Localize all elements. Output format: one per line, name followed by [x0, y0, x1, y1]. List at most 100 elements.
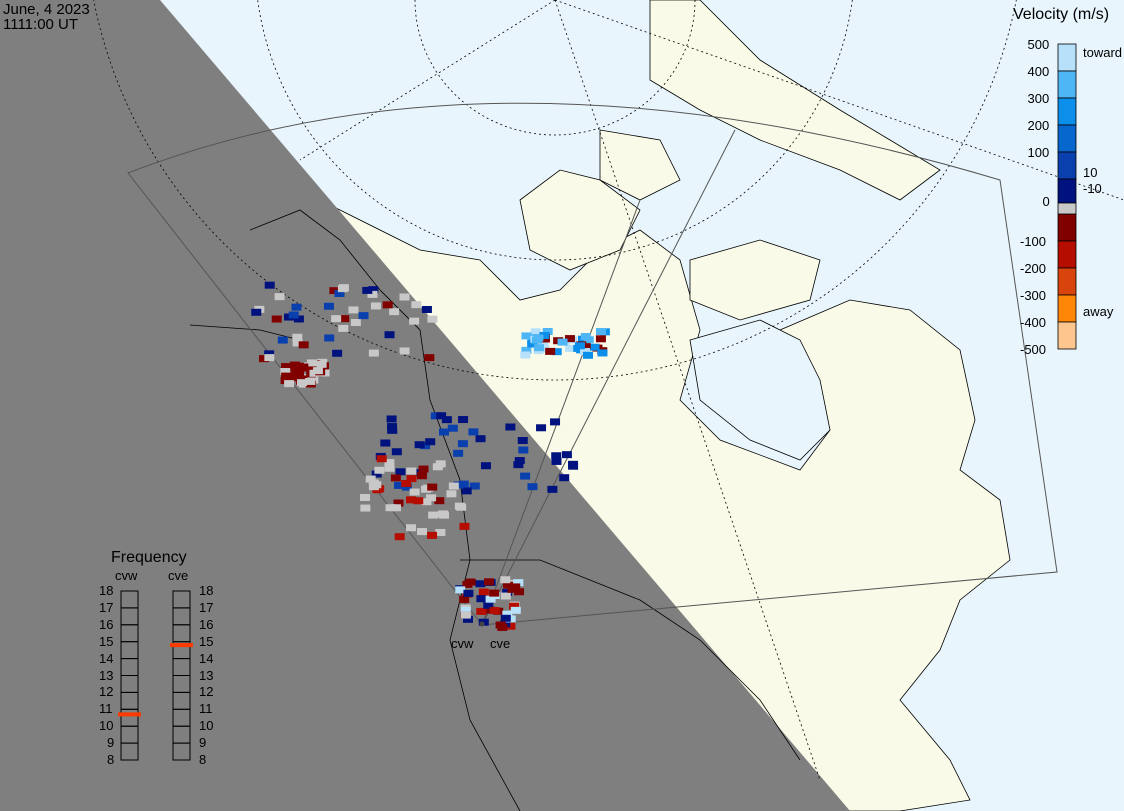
colorbar-segment	[1057, 267, 1077, 296]
velocity-cell	[368, 286, 379, 294]
velocity-cell	[595, 335, 606, 343]
colorbar-segment	[1057, 70, 1077, 99]
velocity-cell	[461, 487, 472, 495]
velocity-cell	[551, 457, 562, 465]
velocity-tick: 400	[1027, 64, 1050, 79]
velocity-cell	[251, 308, 262, 316]
velocity-cell	[463, 615, 474, 623]
velocity-cell	[502, 588, 513, 596]
radar-name-cvw: cvw	[115, 568, 138, 583]
frequency-bars	[118, 590, 193, 761]
velocity-cell	[439, 428, 450, 436]
radar-name-cve: cve	[168, 568, 189, 583]
velocity-cell	[360, 493, 371, 501]
velocity-cell	[460, 611, 471, 619]
velocity-cell	[418, 465, 429, 473]
frequency-tick: 8	[199, 752, 207, 767]
frequency-cell	[120, 742, 139, 761]
velocity-cell	[458, 480, 469, 488]
velocity-cell	[393, 499, 404, 507]
colorbar-segment	[1057, 97, 1077, 126]
velocity-cell	[595, 328, 606, 336]
frequency-marker-cvw	[118, 712, 141, 717]
velocity-cell	[475, 580, 486, 588]
velocity-cell	[500, 592, 511, 600]
velocity-cell	[520, 351, 531, 359]
frequency-tick: 11	[199, 701, 213, 717]
velocity-cell	[455, 586, 466, 594]
gs-upper-label: 10	[1083, 165, 1098, 180]
velocity-cell	[478, 618, 489, 626]
velocity-cell	[374, 466, 385, 474]
radar-site-marker	[479, 621, 485, 627]
velocity-cells	[251, 281, 610, 631]
velocity-tick: 0	[1042, 194, 1050, 209]
velocity-cell	[426, 494, 437, 502]
velocity-colorbar	[1057, 43, 1077, 350]
velocity-cell	[500, 576, 511, 584]
velocity-cell	[551, 452, 562, 460]
velocity-cell	[469, 482, 480, 490]
velocity-cell	[509, 602, 520, 610]
velocity-cell	[483, 578, 494, 586]
frequency-tick: 16	[199, 616, 214, 632]
velocity-cell	[448, 482, 459, 490]
velocity-cell	[401, 479, 412, 487]
velocity-cell	[391, 448, 402, 456]
velocity-cell	[304, 364, 315, 372]
velocity-cell	[350, 318, 361, 326]
colorbar-segment	[1057, 294, 1077, 323]
velocity-cell	[274, 293, 285, 301]
velocity-cell	[281, 372, 292, 380]
frequency-tick: 13	[99, 667, 114, 683]
velocity-cell	[291, 303, 302, 311]
toward-label: toward	[1083, 45, 1123, 60]
velocity-cell	[580, 348, 591, 356]
velocity-cell	[368, 349, 379, 357]
velocity-cell	[395, 468, 406, 476]
velocity-cell	[384, 459, 395, 467]
velocity-cell	[417, 528, 428, 536]
velocity-cell	[280, 368, 291, 376]
velocity-cell	[323, 302, 334, 310]
velocity-legend-title: Velocity (m/s)	[1013, 6, 1110, 23]
colorbar-segment	[1057, 124, 1077, 153]
frequency-cell	[172, 742, 191, 761]
velocity-cell	[406, 475, 417, 483]
frequency-tick: 15	[99, 633, 114, 649]
gs-lower-label: -10	[1083, 181, 1102, 196]
velocity-cell	[394, 533, 405, 541]
velocity-cell	[510, 606, 521, 614]
velocity-cell	[312, 367, 323, 375]
velocity-cell	[389, 308, 400, 316]
velocity-cell	[545, 347, 556, 355]
velocity-tick: 200	[1027, 118, 1050, 133]
velocity-cell	[489, 607, 500, 615]
velocity-cell	[374, 485, 385, 493]
velocity-cell	[298, 363, 309, 371]
velocity-cell	[441, 416, 452, 424]
night-region	[0, 0, 850, 811]
velocity-cell	[414, 441, 425, 449]
velocity-cell	[293, 315, 304, 323]
velocity-cell	[370, 302, 381, 310]
velocity-cell	[476, 595, 487, 603]
velocity-cell	[362, 286, 373, 294]
velocity-cell	[453, 449, 464, 457]
velocity-cell	[582, 351, 593, 359]
velocity-tick: -400	[1020, 315, 1047, 330]
velocity-cell	[288, 311, 299, 319]
velocity-cell	[589, 343, 600, 351]
velocity-cell	[534, 344, 545, 352]
colorbar-segment	[1057, 178, 1077, 204]
velocity-cell	[458, 416, 469, 424]
velocity-cell	[446, 490, 457, 498]
velocity-cell	[411, 301, 422, 309]
velocity-cell	[371, 481, 382, 489]
velocity-cell	[409, 488, 420, 496]
velocity-cell	[324, 334, 335, 342]
velocity-cell	[316, 360, 327, 368]
velocity-cell	[568, 462, 579, 470]
velocity-cell	[463, 589, 474, 597]
